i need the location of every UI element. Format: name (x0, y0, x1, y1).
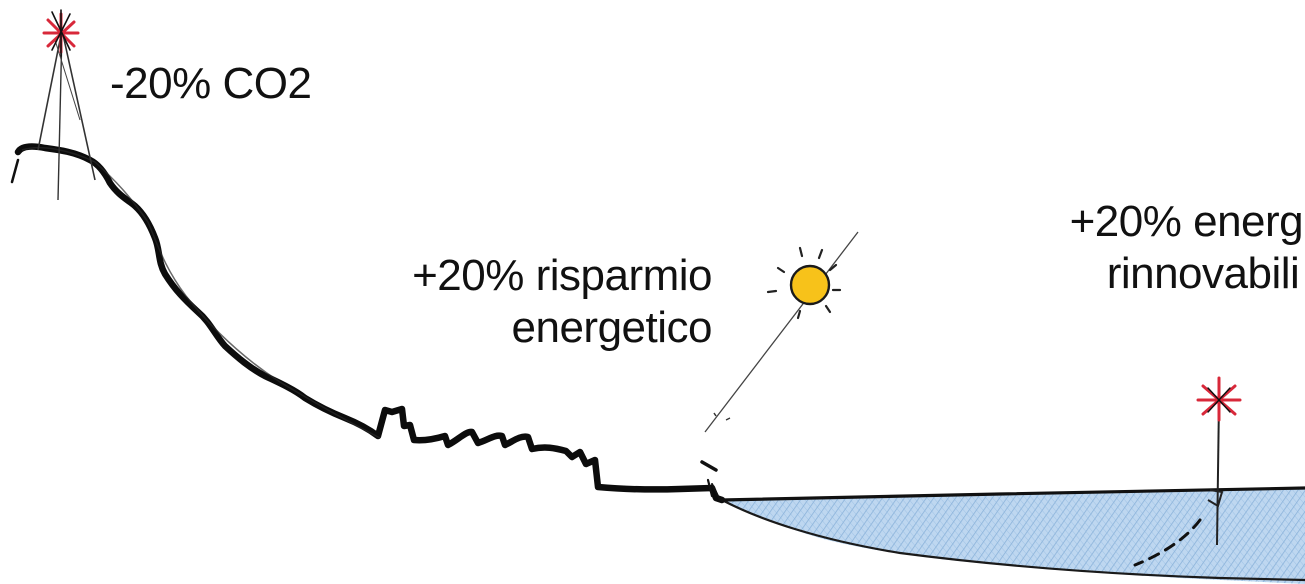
energy-saving-label: +20% risparmio energetico (340, 250, 712, 354)
renewables-label-line2: rinnovabili (993, 248, 1305, 300)
co2-reduction-label: -20% CO2 (110, 58, 311, 110)
renewables-label-line1: +20% energie (993, 196, 1305, 248)
sun-icon (705, 232, 858, 432)
energy-saving-label-line2: energetico (340, 302, 712, 354)
energy-saving-label-line1: +20% risparmio (340, 250, 712, 302)
tripod-flag-icon (38, 10, 95, 200)
renewables-label: +20% energie rinnovabili (993, 196, 1305, 300)
